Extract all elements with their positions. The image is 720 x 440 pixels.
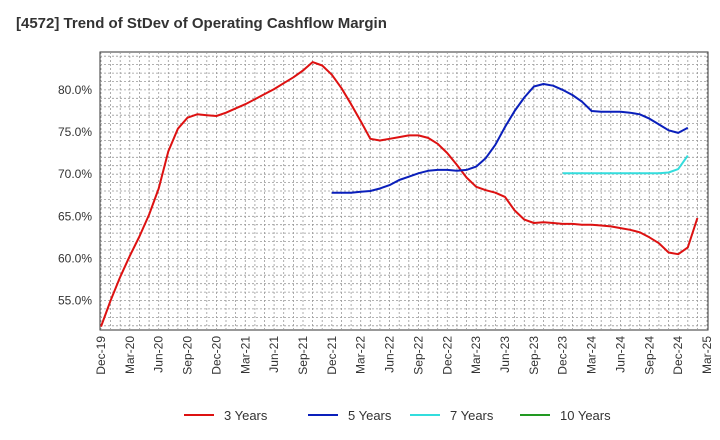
x-tick-label: Mar-24 <box>585 336 599 374</box>
x-tick-label: Sep-22 <box>411 336 425 375</box>
x-tick-label: Jun-20 <box>152 336 166 373</box>
y-tick-label: 55.0% <box>58 294 92 308</box>
x-tick-label: Mar-23 <box>469 336 483 374</box>
x-tick-label: Mar-21 <box>238 336 252 374</box>
x-tick-label: Sep-24 <box>642 336 656 375</box>
x-tick-label: Jun-24 <box>614 336 628 373</box>
x-axis: Dec-19 Mar-20 Jun-20 Sep-20 Dec-20 Mar-21 Jun-… <box>94 336 714 375</box>
x-tick-label: Mar-22 <box>354 336 368 374</box>
legend-label: 7 Years <box>450 408 494 423</box>
x-tick-label: Mar-20 <box>123 336 137 374</box>
y-tick-label: 60.0% <box>58 251 92 265</box>
x-tick-label: Sep-21 <box>296 336 310 375</box>
legend-label: 5 Years <box>348 408 392 423</box>
x-tick-label: Sep-23 <box>527 336 541 375</box>
x-tick-label: Dec-21 <box>325 336 339 375</box>
series-line-5-years <box>331 83 689 194</box>
y-axis: 55.0% 60.0% 65.0% 70.0% 75.0% 80.0% <box>58 83 92 308</box>
x-tick-label: Jun-22 <box>383 336 397 373</box>
x-tick-label: Dec-23 <box>556 336 570 375</box>
x-tick-label: Jun-21 <box>267 336 281 373</box>
x-tick-label: Dec-22 <box>440 336 454 375</box>
y-tick-label: 80.0% <box>58 83 92 97</box>
y-tick-label: 70.0% <box>58 167 92 181</box>
x-tick-label: Dec-20 <box>209 336 223 375</box>
x-tick-label: Jun-23 <box>498 336 512 373</box>
x-tick-label: Mar-25 <box>700 336 714 374</box>
y-tick-label: 75.0% <box>58 125 92 139</box>
x-tick-label: Sep-20 <box>181 336 195 375</box>
legend-label: 3 Years <box>224 408 268 423</box>
series-line-3-years <box>100 61 699 327</box>
legend-label: 10 Years <box>560 408 611 423</box>
y-tick-label: 65.0% <box>58 209 92 223</box>
legend: 3 Years 5 Years 7 Years 10 Years <box>184 408 611 423</box>
series-lines <box>100 61 699 327</box>
x-tick-label: Dec-19 <box>94 336 108 375</box>
series-line-7-years <box>562 155 689 175</box>
x-tick-label: Dec-24 <box>671 336 685 375</box>
chart-title: [4572] Trend of StDev of Operating Cashf… <box>16 15 387 32</box>
